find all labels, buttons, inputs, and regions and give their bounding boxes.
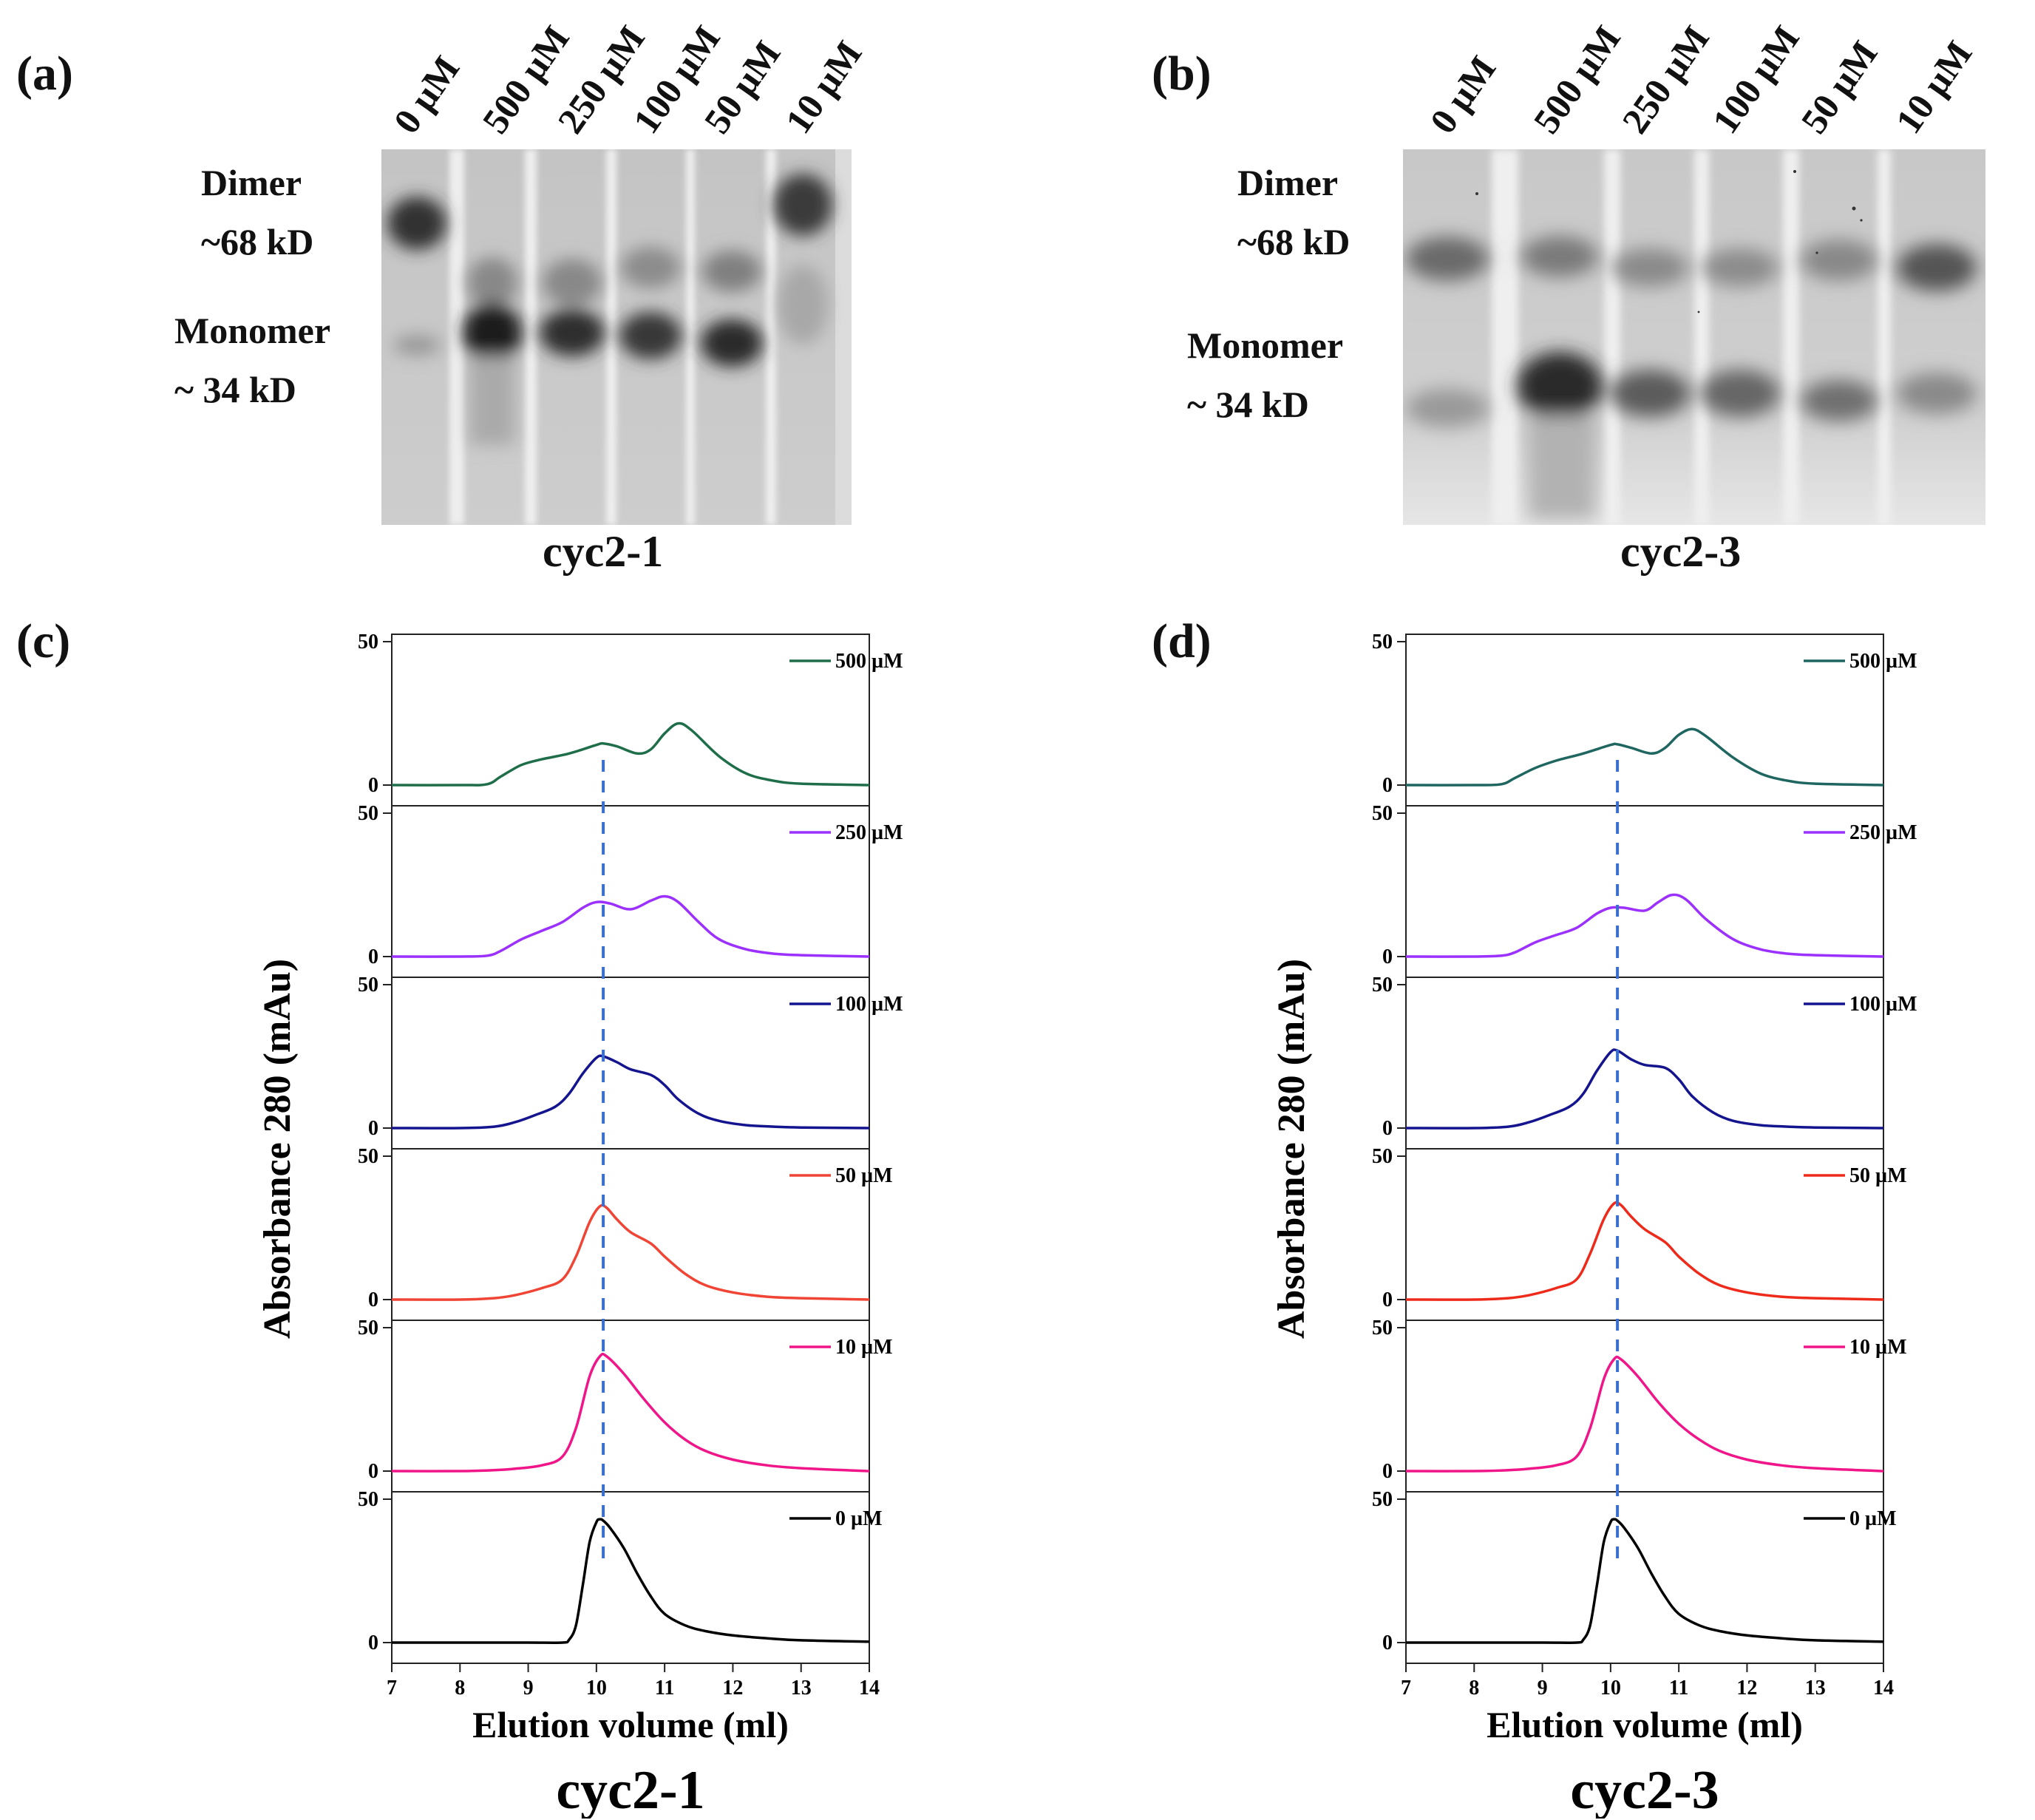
y-tick-label: 50 [1372,631,1393,653]
y-tick-label: 0 [1382,945,1393,968]
y-axis-label: Absorbance 280 (mAu) [257,959,299,1339]
x-axis-label: Elution volume (ml) [1487,1704,1803,1745]
gel-b-lane-label: 0 µM [1421,48,1504,141]
series-line [391,1203,870,1301]
panel-d-label: (d) [1152,614,1212,668]
gel-a-lane-label: 10 µM [777,33,870,141]
gel-a-lane-label: 0 µM [385,48,468,141]
x-tick-label: 12 [722,1677,743,1700]
y-tick-label: 50 [358,974,378,996]
gel-b-monomer-size: ~ 34 kD [1187,384,1309,425]
gel-a-dimer-label: Dimer [201,162,302,203]
legend-label: 10 µM [835,1336,893,1359]
panel-a-label: (a) [16,47,73,101]
y-tick-label: 0 [368,1631,378,1654]
panel-c-label: (c) [16,614,71,668]
y-tick-label: 50 [358,1317,378,1339]
y-tick-label: 0 [368,945,378,968]
x-tick-label: 13 [791,1677,812,1700]
x-tick-label: 9 [523,1677,534,1700]
series-line [1405,1048,1884,1130]
y-tick-label: 50 [358,1145,378,1168]
chart-title: cyc2-1 [556,1760,704,1819]
gel-image-b [1403,149,1985,525]
x-tick-label: 7 [387,1677,397,1700]
y-tick-label: 0 [1382,1460,1393,1483]
gel-image-a [381,149,852,525]
panel-b-label: (b) [1152,47,1212,101]
y-tick-label: 50 [1372,974,1393,996]
x-tick-label: 8 [455,1677,465,1700]
chart-title: cyc2-3 [1570,1760,1719,1819]
legend-label: 500 µM [835,650,903,673]
legend-label: 0 µM [835,1507,883,1530]
y-axis-label: Absorbance 280 (mAu) [1271,959,1313,1339]
legend-label: 250 µM [1849,821,1917,844]
gel-b-dimer-size: ~68 kD [1237,221,1351,262]
series-line [391,1054,870,1130]
x-tick-label: 12 [1736,1677,1757,1700]
gel-b-caption: cyc2-3 [1620,527,1742,576]
y-tick-label: 50 [358,1488,378,1511]
x-axis-label: Elution volume (ml) [472,1704,789,1745]
legend-label: 100 µM [835,993,903,1016]
gel-b-monomer-label: Monomer [1187,325,1344,366]
gel-a-caption: cyc2-1 [543,527,664,576]
legend-label: 0 µM [1849,1507,1897,1530]
y-tick-label: 50 [358,631,378,653]
y-tick-label: 0 [368,1117,378,1140]
series-line [1405,1355,1884,1473]
gel-a-dimer-size: ~68 kD [201,221,314,262]
x-tick-label: 10 [586,1677,607,1700]
x-tick-label: 11 [655,1677,674,1700]
subplot-frame [1405,1491,1884,1664]
y-tick-label: 0 [1382,774,1393,797]
legend-label: 100 µM [1849,993,1917,1016]
gel-b-lane-label: 500 µM [1525,18,1628,141]
gel-a-monomer-label: Monomer [174,310,331,351]
gel-b-lane-label: 250 µM [1614,18,1717,141]
x-tick-label: 10 [1600,1677,1621,1700]
y-tick-label: 0 [1382,1631,1393,1654]
series-line [1405,1201,1884,1301]
gel-b-lane-label: 10 µM [1887,33,1980,141]
y-tick-label: 50 [1372,1145,1393,1168]
y-tick-label: 50 [358,802,378,825]
legend-label: 250 µM [835,821,903,844]
gel-b-lane-label: 100 µM [1704,18,1807,141]
x-tick-label: 7 [1401,1677,1411,1700]
x-tick-label: 13 [1805,1677,1826,1700]
x-tick-label: 14 [1873,1677,1894,1700]
legend-label: 10 µM [1849,1336,1907,1359]
series-line [1405,727,1884,787]
series-line [391,1352,870,1473]
y-tick-label: 50 [1372,1488,1393,1511]
y-tick-label: 0 [368,1460,378,1483]
series-line [391,894,870,958]
x-tick-label: 9 [1538,1677,1548,1700]
y-tick-label: 0 [368,1288,378,1311]
series-line [392,1518,870,1645]
y-tick-label: 0 [368,774,378,797]
y-tick-label: 50 [1372,1317,1393,1339]
x-tick-label: 8 [1469,1677,1479,1700]
legend-label: 50 µM [835,1164,893,1187]
gel-b-dimer-label: Dimer [1237,162,1339,203]
subplot-frame [391,1491,870,1664]
gel-a-monomer-size: ~ 34 kD [174,369,296,410]
gel-b-lane-label: 50 µM [1793,33,1886,141]
x-tick-label: 14 [859,1677,880,1700]
legend-label: 50 µM [1849,1164,1907,1187]
y-tick-label: 50 [1372,802,1393,825]
series-line [391,721,870,787]
legend-label: 500 µM [1849,650,1917,673]
series-line [1405,893,1884,958]
series-line [1406,1518,1884,1645]
x-tick-label: 11 [1669,1677,1688,1700]
y-tick-label: 0 [1382,1288,1393,1311]
y-tick-label: 0 [1382,1117,1393,1140]
